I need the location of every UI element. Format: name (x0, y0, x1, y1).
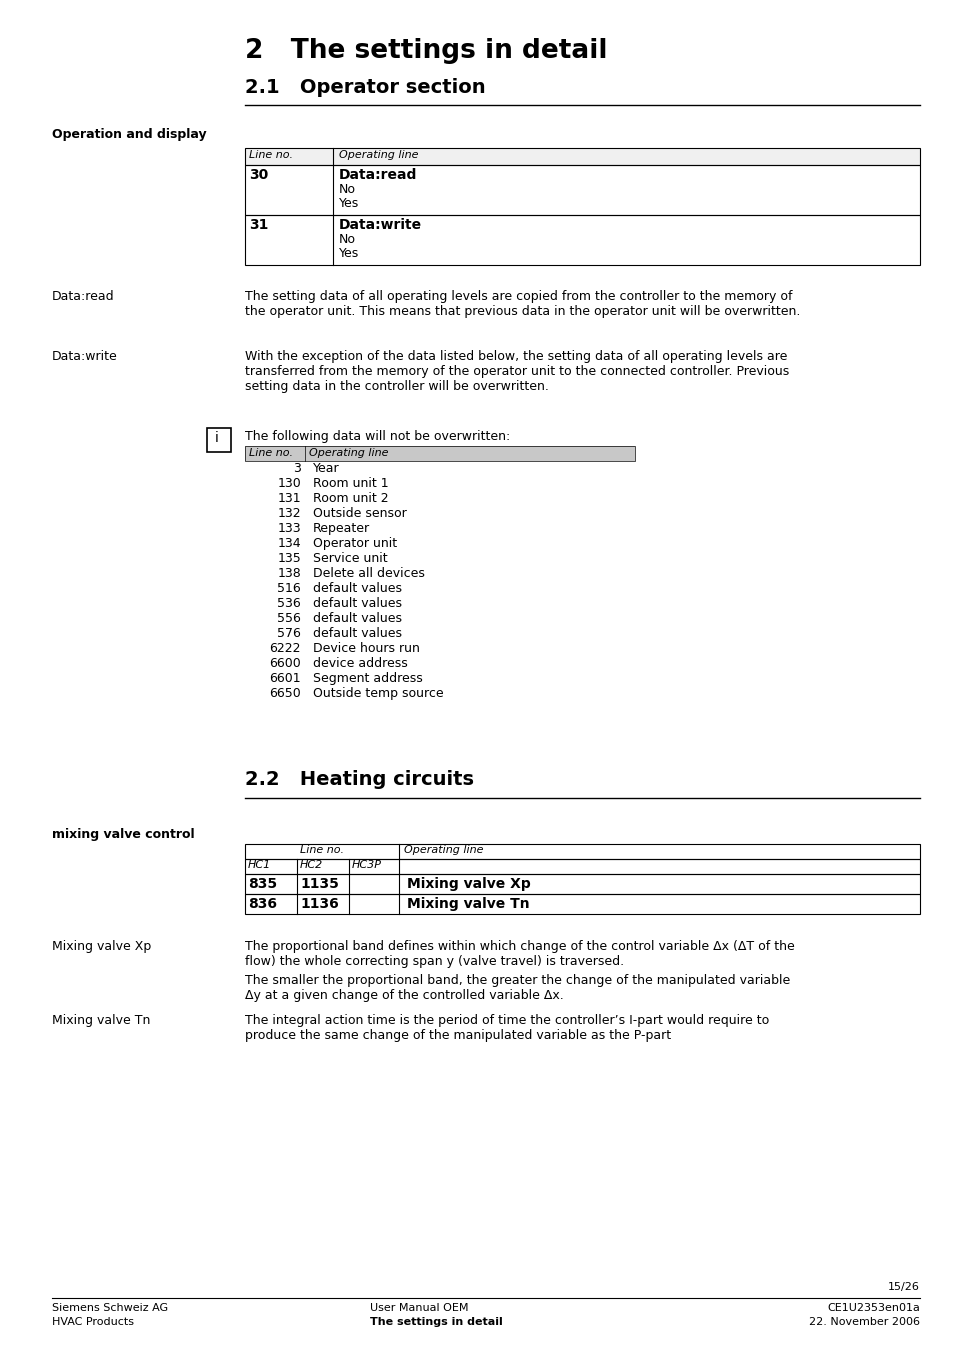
Text: default values: default values (313, 627, 401, 640)
Text: Data:read: Data:read (338, 168, 416, 182)
Bar (245, 149, 919, 165)
Text: The following data will not be overwritten:: The following data will not be overwritt… (245, 430, 510, 443)
Text: Service unit: Service unit (313, 553, 387, 565)
Text: 1135: 1135 (299, 877, 338, 892)
Text: Mixing valve Tn: Mixing valve Tn (52, 1015, 151, 1027)
Text: HC3P: HC3P (352, 861, 381, 870)
Text: 836: 836 (248, 897, 276, 911)
Text: mixing valve control: mixing valve control (52, 828, 194, 842)
Text: Room unit 1: Room unit 1 (313, 477, 388, 490)
Text: Operating line: Operating line (403, 844, 483, 855)
Bar (245, 215, 919, 265)
Text: 556: 556 (276, 612, 301, 626)
Text: 132: 132 (277, 507, 301, 520)
Text: 576: 576 (276, 627, 301, 640)
Text: 130: 130 (277, 477, 301, 490)
Text: 6650: 6650 (269, 688, 301, 700)
Text: default values: default values (313, 612, 401, 626)
Text: The integral action time is the period of time the controller’s I-part would req: The integral action time is the period o… (245, 1015, 768, 1042)
Text: 2.1   Operator section: 2.1 Operator section (245, 78, 485, 97)
Text: Data:write: Data:write (338, 218, 421, 232)
Text: The proportional band defines within which change of the control variable Δx (ΔT: The proportional band defines within whi… (245, 940, 794, 969)
Text: Operator unit: Operator unit (313, 536, 396, 550)
Text: Segment address: Segment address (313, 671, 422, 685)
Bar (245, 165, 919, 215)
Text: Outside sensor: Outside sensor (313, 507, 406, 520)
Text: The smaller the proportional band, the greater the change of the manipulated var: The smaller the proportional band, the g… (245, 974, 789, 1002)
Text: 516: 516 (277, 582, 301, 594)
Text: User Manual OEM: User Manual OEM (370, 1302, 468, 1313)
Text: i: i (214, 431, 218, 444)
Text: Outside temp source: Outside temp source (313, 688, 443, 700)
Text: default values: default values (313, 582, 401, 594)
Text: 6222: 6222 (269, 642, 301, 655)
Text: CE1U2353en01a: CE1U2353en01a (826, 1302, 919, 1313)
Text: Line no.: Line no. (249, 449, 293, 458)
Text: Device hours run: Device hours run (313, 642, 419, 655)
Text: 536: 536 (277, 597, 301, 611)
Text: Data:read: Data:read (52, 290, 114, 303)
Text: The setting data of all operating levels are copied from the controller to the m: The setting data of all operating levels… (245, 290, 800, 317)
Text: Mixing valve Xp: Mixing valve Xp (52, 940, 152, 952)
Text: No: No (338, 232, 355, 246)
Text: HC2: HC2 (299, 861, 323, 870)
Text: 1136: 1136 (299, 897, 338, 911)
Bar (245, 149, 919, 165)
Text: Siemens Schweiz AG: Siemens Schweiz AG (52, 1302, 168, 1313)
Text: Delete all devices: Delete all devices (313, 567, 424, 580)
Text: Operating line: Operating line (309, 449, 388, 458)
Text: 31: 31 (249, 218, 268, 232)
Text: 22. November 2006: 22. November 2006 (808, 1317, 919, 1327)
Text: Yes: Yes (338, 197, 359, 209)
Text: device address: device address (313, 657, 407, 670)
Text: The settings in detail: The settings in detail (370, 1317, 502, 1327)
Text: 135: 135 (277, 553, 301, 565)
Bar (245, 859, 919, 874)
Bar (245, 894, 919, 915)
Text: 835: 835 (248, 877, 276, 892)
Bar (245, 446, 635, 461)
Text: Room unit 2: Room unit 2 (313, 492, 388, 505)
Bar (245, 844, 919, 859)
Text: Mixing valve Tn: Mixing valve Tn (407, 897, 529, 911)
Text: With the exception of the data listed below, the setting data of all operating l: With the exception of the data listed be… (245, 350, 788, 393)
Text: Data:write: Data:write (52, 350, 117, 363)
Text: default values: default values (313, 597, 401, 611)
Bar (245, 874, 919, 894)
Text: 138: 138 (277, 567, 301, 580)
Text: 6601: 6601 (269, 671, 301, 685)
Text: 133: 133 (277, 521, 301, 535)
Text: Operation and display: Operation and display (52, 128, 207, 141)
Text: Line no.: Line no. (299, 844, 344, 855)
Text: Year: Year (313, 462, 339, 476)
Text: 2.2   Heating circuits: 2.2 Heating circuits (245, 770, 474, 789)
Bar (245, 446, 635, 461)
Text: 15/26: 15/26 (887, 1282, 919, 1292)
Text: 6600: 6600 (269, 657, 301, 670)
Text: Mixing valve Xp: Mixing valve Xp (407, 877, 530, 892)
Text: 134: 134 (277, 536, 301, 550)
Text: Yes: Yes (338, 247, 359, 259)
Text: No: No (338, 182, 355, 196)
Text: HC1: HC1 (248, 861, 271, 870)
Text: 2   The settings in detail: 2 The settings in detail (245, 38, 607, 63)
Text: HVAC Products: HVAC Products (52, 1317, 133, 1327)
Text: 30: 30 (249, 168, 268, 182)
Text: Repeater: Repeater (313, 521, 370, 535)
Text: 131: 131 (277, 492, 301, 505)
Bar (207, 428, 231, 453)
Text: Line no.: Line no. (249, 150, 293, 159)
Text: Operating line: Operating line (338, 150, 418, 159)
Text: 3: 3 (293, 462, 301, 476)
